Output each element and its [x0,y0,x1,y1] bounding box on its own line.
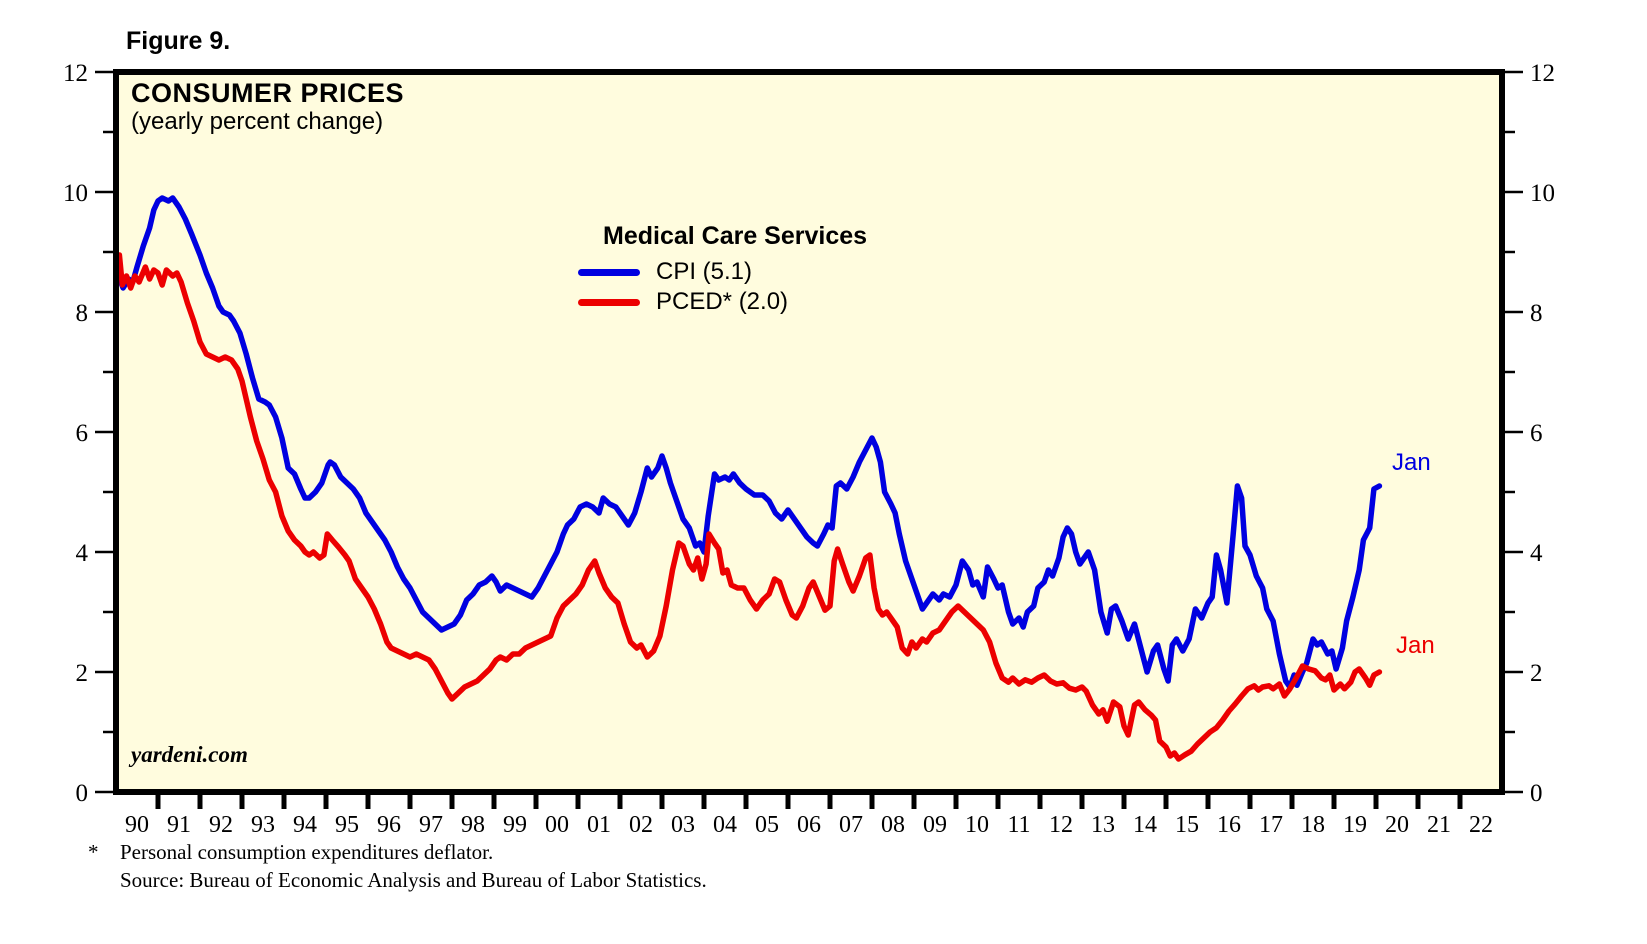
footnote-lines: Personal consumption expenditures deflat… [120,838,707,894]
series-end-label-pced: Jan [1396,632,1435,659]
svg-text:96: 96 [377,812,401,838]
svg-text:13: 13 [1091,812,1115,838]
legend: Medical Care Services CPI (5.1) PCED* (2… [578,222,867,317]
footnote-line2: Source: Bureau of Economic Analysis and … [120,868,707,892]
svg-text:03: 03 [671,812,695,838]
legend-label-cpi: CPI (5.1) [656,258,753,285]
legend-item-pced: PCED* (2.0) [578,287,867,317]
svg-text:8: 8 [76,300,89,327]
figure-label: Figure 9. [126,27,231,55]
svg-text:11: 11 [1007,812,1030,838]
legend-item-cpi: CPI (5.1) [578,257,867,287]
svg-text:0: 0 [76,780,89,807]
chart-subtitle: (yearly percent change) [131,108,384,135]
svg-text:17: 17 [1259,812,1283,838]
svg-text:00: 00 [545,812,569,838]
svg-text:0: 0 [1530,780,1543,807]
svg-text:10: 10 [63,180,88,207]
svg-text:08: 08 [881,812,905,838]
svg-text:16: 16 [1217,812,1241,838]
svg-text:04: 04 [713,812,737,838]
footnote: * Personal consumption expenditures defl… [88,838,707,894]
svg-text:19: 19 [1343,812,1367,838]
svg-text:97: 97 [419,812,443,838]
svg-text:06: 06 [797,812,821,838]
svg-text:91: 91 [167,812,191,838]
svg-text:14: 14 [1133,812,1157,838]
svg-text:92: 92 [209,812,233,838]
svg-text:21: 21 [1427,812,1451,838]
svg-text:22: 22 [1469,812,1493,838]
svg-text:2: 2 [76,660,89,687]
legend-title: Medical Care Services [603,222,868,250]
svg-text:95: 95 [335,812,359,838]
svg-text:12: 12 [1049,812,1073,838]
svg-text:12: 12 [1530,60,1555,87]
watermark: yardeni.com [131,742,248,767]
svg-text:98: 98 [461,812,485,838]
svg-text:6: 6 [1530,420,1543,447]
svg-text:05: 05 [755,812,779,838]
svg-text:12: 12 [63,60,88,87]
svg-text:6: 6 [76,420,89,447]
svg-text:20: 20 [1385,812,1409,838]
svg-text:2: 2 [1530,660,1543,687]
svg-text:18: 18 [1301,812,1325,838]
svg-text:94: 94 [293,812,317,838]
svg-text:4: 4 [1530,540,1543,567]
svg-text:07: 07 [839,812,863,838]
svg-text:8: 8 [1530,300,1543,327]
svg-text:10: 10 [1530,180,1555,207]
svg-text:01: 01 [587,812,611,838]
series-end-label-cpi: Jan [1392,449,1431,476]
svg-text:4: 4 [76,540,89,567]
svg-text:99: 99 [503,812,527,838]
pced-line-swatch [578,298,640,306]
chart-title: CONSUMER PRICES [131,78,405,108]
svg-text:02: 02 [629,812,653,838]
svg-text:09: 09 [923,812,947,838]
svg-text:15: 15 [1175,812,1199,838]
svg-text:10: 10 [965,812,989,838]
legend-label-pced: PCED* (2.0) [656,288,789,315]
svg-text:90: 90 [125,812,149,838]
cpi-line-swatch [578,268,640,276]
footnote-line1: Personal consumption expenditures deflat… [120,840,494,864]
footnote-marker: * [88,840,99,864]
svg-text:93: 93 [251,812,275,838]
